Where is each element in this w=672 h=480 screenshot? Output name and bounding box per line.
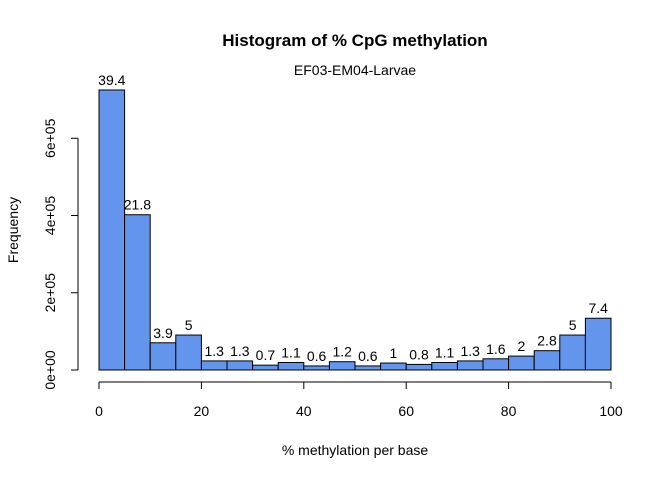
bar-percent-label: 1.3 xyxy=(230,343,250,359)
histogram-bar xyxy=(303,365,330,371)
chart-title: Histogram of % CpG methylation xyxy=(222,31,487,50)
histogram-bar xyxy=(200,360,228,371)
bar-percent-label: 2 xyxy=(518,338,526,354)
x-tick-label: 60 xyxy=(398,403,414,419)
x-tick-label: 0 xyxy=(95,403,103,419)
bar-percent-label: 0.6 xyxy=(307,348,327,364)
x-tick-label: 80 xyxy=(501,403,517,419)
y-tick-label: 6e+05 xyxy=(42,118,58,158)
bar-percent-label: 2.8 xyxy=(537,333,557,349)
bar-percent-label: 7.4 xyxy=(588,300,608,316)
x-axis: 0 20 40 60 80 100 xyxy=(95,381,623,419)
y-tick-label: 2e+05 xyxy=(42,273,58,313)
bar-percent-label: 3.9 xyxy=(153,325,173,341)
bar-percent-label: 0.6 xyxy=(358,348,378,364)
histogram-bar xyxy=(482,358,510,371)
bar-percent-label: 1.2 xyxy=(332,344,352,360)
histogram-bar xyxy=(431,361,458,371)
histogram-bar xyxy=(98,89,126,371)
x-tick-label: 40 xyxy=(296,403,312,419)
y-tick-label: 0e+00 xyxy=(42,350,58,390)
bar-percent-label: 1 xyxy=(390,345,398,361)
histogram-bar xyxy=(124,214,151,371)
bar-percent-label: 5 xyxy=(569,317,577,333)
bar-percent-label: 1.3 xyxy=(460,343,480,359)
histogram-bar xyxy=(380,362,407,371)
histogram-bar xyxy=(277,361,305,371)
histogram-bar xyxy=(508,355,535,371)
histogram-bar xyxy=(584,317,612,371)
y-tick-label: 4e+05 xyxy=(42,196,58,236)
bar-percent-label: 5 xyxy=(185,317,193,333)
histogram-bar xyxy=(533,350,561,371)
histogram-bar xyxy=(456,360,484,371)
histogram-bar xyxy=(405,363,433,371)
bars-group xyxy=(98,89,612,371)
histogram-bar xyxy=(252,364,279,371)
bar-labels-group: 39.4 21.8 3.9 5 1.3 1.3 0.7 1.1 0.6 1.2 0.6 1 0.8 1.1… xyxy=(98,72,608,364)
bar-percent-label: 1.3 xyxy=(204,343,224,359)
bar-percent-label: 39.4 xyxy=(98,72,125,88)
bar-percent-label: 1.1 xyxy=(435,344,455,360)
x-axis-label: % methylation per base xyxy=(282,442,429,458)
bar-percent-label: 1.1 xyxy=(281,344,301,360)
histogram-bar xyxy=(354,365,382,371)
bar-percent-label: 21.8 xyxy=(124,197,151,213)
bar-percent-label: 0.7 xyxy=(256,347,276,363)
y-axis-label: Frequency xyxy=(5,197,21,263)
histogram-bar xyxy=(328,361,356,371)
x-tick-label: 100 xyxy=(599,403,623,419)
bar-percent-label: 0.8 xyxy=(409,346,429,362)
histogram-bar xyxy=(149,342,177,371)
histogram-bar xyxy=(559,334,586,371)
y-axis: 0e+00 2e+05 4e+05 6e+05 xyxy=(42,118,79,390)
bar-percent-label: 1.6 xyxy=(486,341,506,357)
histogram-bar xyxy=(175,334,202,371)
histogram-bar xyxy=(226,360,254,371)
chart-subtitle: EF03-EM04-Larvae xyxy=(294,62,416,78)
x-tick-label: 20 xyxy=(194,403,210,419)
